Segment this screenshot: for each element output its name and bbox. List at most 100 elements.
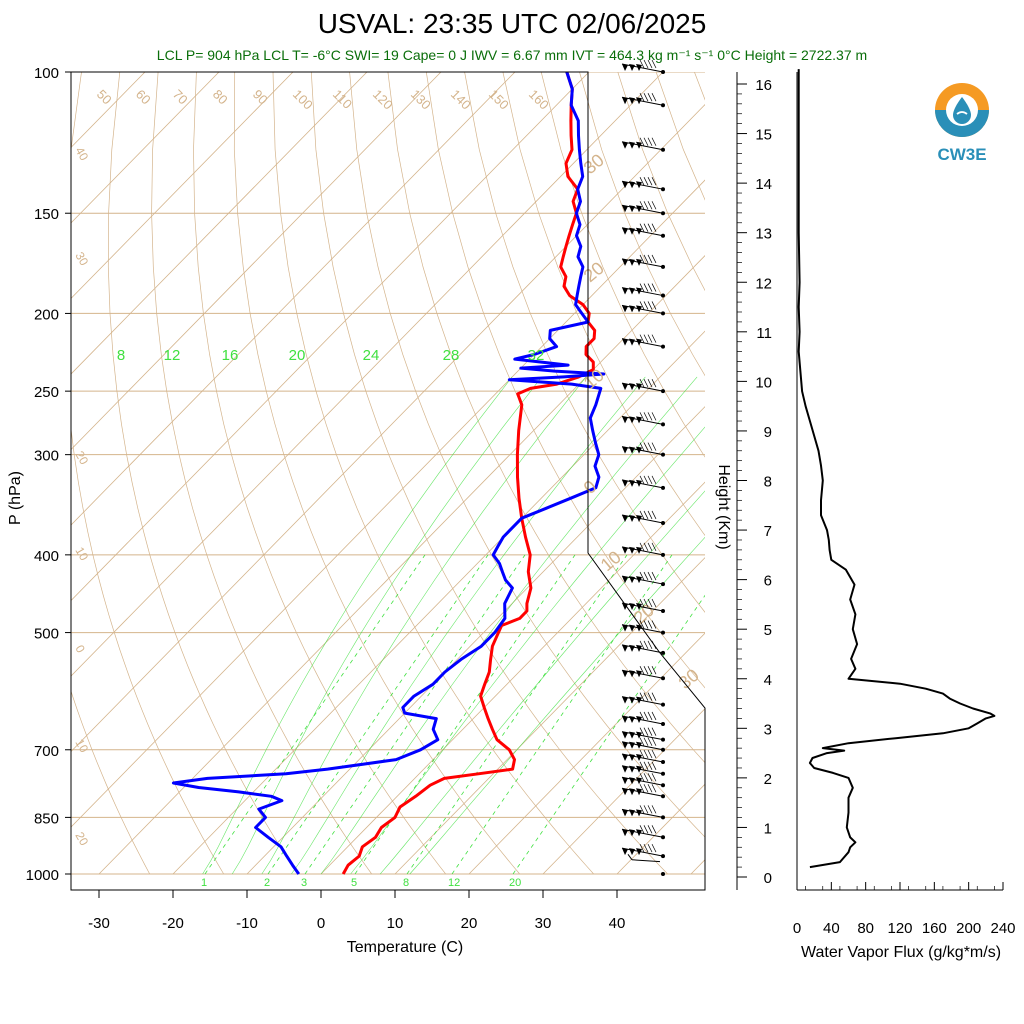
- mixing-ratio-label: 20: [509, 877, 521, 889]
- moist-adiabat-line: [261, 376, 587, 875]
- wind-barb-feather: [639, 137, 645, 146]
- wind-barb-staff: [621, 63, 664, 73]
- isotherm-line: [71, 179, 705, 828]
- y-tick-label: 700: [34, 743, 59, 760]
- mixing-ratio-label: 12: [448, 877, 460, 889]
- wind-barb-feather: [643, 805, 649, 814]
- skew-t-frame-outline: [70, 71, 706, 891]
- wind-barb-feather: [643, 254, 649, 264]
- isotherm-line: [71, 72, 516, 526]
- height-tick-label: 9: [764, 424, 772, 441]
- wind-barb-feather: [639, 442, 645, 451]
- wind-barb-staff: [621, 227, 664, 237]
- wind-barb-flag: [622, 141, 628, 149]
- wind-barb-staff: [621, 415, 664, 425]
- wind-barb-staff: [621, 546, 664, 556]
- wind-barb-flag: [622, 416, 628, 424]
- wind-barb-flag: [636, 576, 642, 584]
- dry-adiabat-line: [387, 72, 705, 764]
- mixing-ratio-line: [451, 554, 673, 875]
- dry-adiabat-label: 120: [370, 87, 396, 113]
- wind-barb-feather: [647, 442, 653, 451]
- theta-e-label: 8: [117, 347, 125, 364]
- wind-barb-flag: [622, 576, 628, 584]
- isotherm-line: [468, 632, 705, 875]
- wind-barb-feather: [639, 692, 645, 701]
- wind-barb-flag: [629, 446, 635, 454]
- dry-adiabat-label: 90: [250, 87, 271, 108]
- wind-barb-staff: [621, 96, 664, 106]
- wind-barb-feather: [647, 692, 653, 701]
- wind-barb-feather: [651, 59, 657, 69]
- wind-barb-feather: [651, 475, 657, 485]
- wind-barb-flag: [629, 181, 635, 189]
- dewpoint-profile-line: [171, 72, 606, 875]
- wind-barb-feather: [643, 640, 649, 650]
- dry-adiabat-line: [655, 72, 705, 201]
- wind-barb-feather: [651, 442, 657, 451]
- wind-barb-staff: [621, 847, 664, 857]
- wind-barb-feather: [643, 761, 649, 770]
- wind-barb-feather: [651, 137, 657, 146]
- height-tick-label: 15: [755, 127, 772, 144]
- wind-barb-flag: [629, 141, 635, 149]
- wind-barb-feather: [643, 571, 649, 581]
- wind-barb-staff: [621, 304, 664, 314]
- height-tick-label: 4: [764, 672, 772, 689]
- dry-adiabat-line: [107, 72, 298, 875]
- isotherm-line: [71, 72, 220, 224]
- wind-barb-feather: [639, 201, 645, 210]
- wind-barb-flag: [629, 305, 635, 313]
- wind-barb-flag: [629, 227, 635, 235]
- wind-barb-feather: [651, 761, 657, 770]
- wind-barb-flag: [636, 227, 642, 235]
- wind-barb-feather: [643, 598, 649, 608]
- isotherm-line: [765, 72, 1024, 874]
- wind-barb-feather: [643, 711, 649, 721]
- wind-barb-feather: [647, 749, 653, 759]
- isotherm-line: [394, 557, 705, 875]
- dry-adiabat-line: [71, 72, 225, 875]
- wind-barb-staff: [621, 741, 664, 751]
- y-tick-label: 400: [34, 548, 59, 565]
- wind-barb-feather: [651, 254, 657, 264]
- wind-barb-feather: [643, 737, 649, 746]
- wind-barb-feather: [643, 223, 649, 232]
- isotherm-label: 10: [72, 737, 91, 756]
- wind-barb-feather: [643, 378, 649, 388]
- wind-barb-feather: [639, 805, 645, 814]
- dry-adiabat-line: [809, 72, 1024, 874]
- wind-barb-feather: [639, 301, 645, 310]
- wind-barb-flag: [629, 848, 635, 856]
- isotherm-label: 30: [72, 250, 91, 269]
- wind-barb-flag: [636, 670, 642, 678]
- wind-barb-feather: [639, 727, 645, 736]
- wind-barb-feather: [639, 59, 645, 69]
- wind-barb-flag: [629, 338, 635, 346]
- wind-barb-feather: [651, 177, 657, 186]
- wind-barb-staff: [621, 765, 664, 775]
- y-tick-label: 200: [34, 306, 59, 323]
- wind-barb-flag: [622, 829, 628, 837]
- wind-barb-flag: [636, 64, 642, 71]
- height-tick-label: 13: [755, 226, 772, 243]
- moist-adiabat-line: [202, 376, 513, 875]
- wind-barb-staff: [627, 854, 633, 861]
- wind-barb-feather: [647, 773, 653, 782]
- theta-e-label: 32: [528, 347, 545, 364]
- mixing-ratio-line: [204, 554, 426, 875]
- moist-adiabat-line: [350, 426, 705, 875]
- mixing-ratio-label: 3: [301, 877, 307, 889]
- wind-barb-feather: [651, 825, 657, 834]
- dry-adiabat-line: [771, 72, 1024, 874]
- wind-barb-feather: [639, 283, 645, 292]
- dry-adiabat-line: [848, 72, 1024, 874]
- wind-barb-feather: [639, 737, 645, 746]
- wind-barb-flag: [622, 338, 628, 346]
- wind-barb-flag: [636, 446, 642, 454]
- wind-barb-flag: [629, 809, 635, 817]
- wind-barb-feather: [643, 59, 649, 69]
- wind-barb-feather: [643, 773, 649, 782]
- wind-barb-staff: [621, 696, 664, 706]
